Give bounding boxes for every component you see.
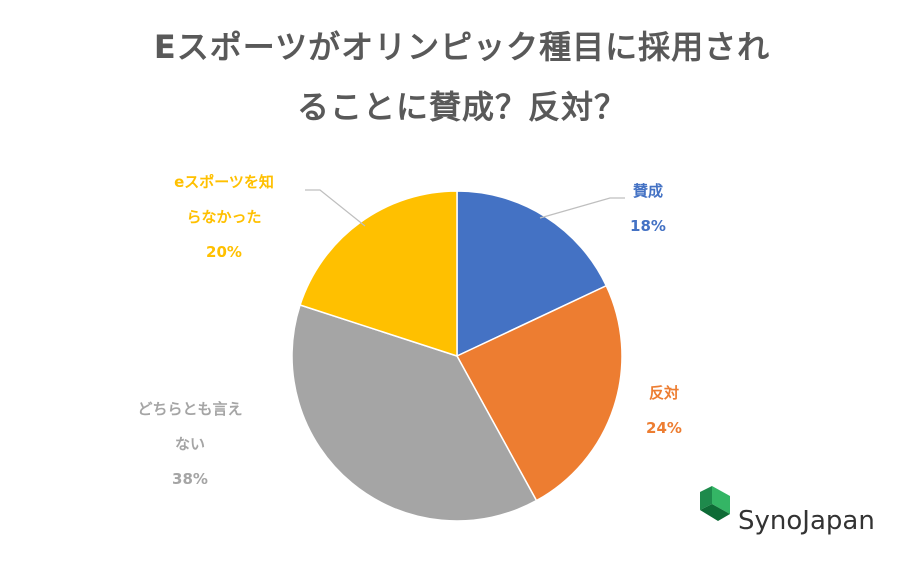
slice-category-label-3: eスポーツを知 (174, 173, 274, 191)
slice-category-label-2: ない (175, 435, 205, 453)
slice-category-label-3: らなかった (186, 208, 261, 226)
synojapan-logo-text: SynoJapan (738, 506, 875, 536)
chart-title-line-2: ることに賛成？反対？ (296, 88, 627, 126)
chart-title-line-1: Eスポーツがオリンピック種目に採用され (153, 28, 771, 66)
leader-line-3 (305, 189, 366, 227)
slice-percent-label-0: 18% (630, 217, 666, 235)
slice-percent-label-1: 24% (646, 419, 682, 437)
slice-percent-label-2: 38% (172, 470, 208, 488)
slice-category-label-2: どちらとも言え (137, 400, 242, 418)
leader-line-0 (539, 197, 625, 219)
synojapan-logo-icon (700, 486, 730, 521)
pie-slice-2 (291, 304, 538, 522)
slice-category-label-1: 反対 (649, 384, 679, 402)
leader-lines (305, 189, 625, 227)
slice-percent-label-3: 20% (206, 243, 242, 261)
slice-category-label-0: 賛成 (633, 182, 663, 200)
pie-slices (291, 190, 623, 522)
pie-slice-1 (455, 284, 623, 502)
